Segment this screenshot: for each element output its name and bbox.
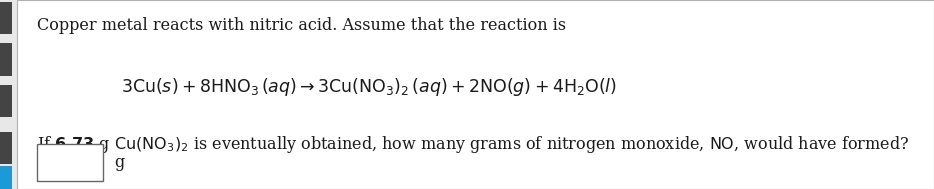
Bar <box>0 43 12 76</box>
Bar <box>0 132 12 164</box>
Text: g: g <box>114 154 124 171</box>
Bar <box>0 166 12 189</box>
FancyBboxPatch shape <box>37 144 103 181</box>
Text: If $\mathbf{6.73}$ g $\mathrm{Cu(NO_3)_2}$ is eventually obtained, how many gram: If $\mathbf{6.73}$ g $\mathrm{Cu(NO_3)_2… <box>37 134 910 155</box>
FancyBboxPatch shape <box>17 0 934 189</box>
Bar <box>0 2 12 34</box>
Text: $3\mathrm{Cu}(s) + 8\mathrm{HNO_3}\,(aq) \rightarrow 3\mathrm{Cu(NO_3)_2}\,(aq) : $3\mathrm{Cu}(s) + 8\mathrm{HNO_3}\,(aq)… <box>121 76 617 98</box>
Text: Copper metal reacts with nitric acid. Assume that the reaction is: Copper metal reacts with nitric acid. As… <box>37 17 567 34</box>
Bar <box>0 85 12 117</box>
